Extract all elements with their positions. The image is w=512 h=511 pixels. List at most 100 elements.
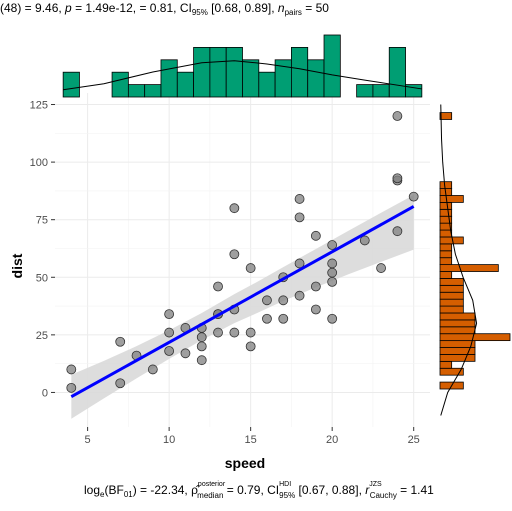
y-tick-label: 25 [36,330,48,342]
right-hist-bar [439,312,476,321]
scatter-point [392,173,403,184]
caption-part: [0.67, 0.88], [295,483,365,497]
top-hist-bar [291,47,309,98]
scatter-point [262,295,272,306]
caption-part: e [100,490,105,499]
scatter-point [408,191,419,202]
scatter-point [327,240,338,250]
y-axis-label: dist [9,253,25,278]
scatter-point [310,281,321,292]
scatter-panel [55,93,430,427]
top-hist-bar [160,59,178,98]
top-hist-bar [258,71,276,98]
top-hist-bar [356,84,374,98]
y-tick-label: 75 [36,215,48,227]
scatter-point [196,355,207,366]
x-tick-label: 20 [326,434,338,446]
subtitle-part: pairs [285,8,302,17]
right-hist-bar [439,291,464,300]
subtitle-part: n [278,1,285,15]
y-tick-label: 0 [42,387,48,399]
right-hist-bar [439,264,499,272]
right-hist-bar [439,208,453,217]
scatter-point [327,313,338,324]
caption-part: JZS [369,481,382,488]
x-tick-label: 15 [245,434,257,446]
scatter-point [310,230,321,241]
y-axis-ticks: 0 25 50 75 100 125 [30,100,55,399]
x-tick-label: 5 [85,434,91,446]
caption-part: HDI [279,481,291,488]
top-hist-bar [209,47,227,98]
right-hist-bar [439,195,464,203]
scatter-points [66,111,419,393]
top-hist-bar [388,47,406,98]
x-tick-label: 25 [408,434,420,446]
scatter-point [164,327,175,338]
top-hist-bar [242,59,260,98]
scatter-point [359,235,370,246]
scatter-point [213,327,223,338]
right-hist-bar [439,181,453,189]
right-hist-bar [439,305,464,314]
right-hist-bar [439,319,476,328]
top-hist-bar [323,34,341,98]
y-tick-label: 50 [36,272,48,284]
subtitle-part: = 1.49e-12, = 0.81, CI [72,1,192,15]
scatter-point [66,364,77,375]
caption-part: (BF [104,483,123,497]
top-density-curve [63,60,422,91]
y-tick-label: 100 [30,157,48,169]
scatter-point [196,341,207,352]
right-hist-bar [439,202,453,210]
right-hist-bar [439,112,453,120]
subtitle-part: 95% [192,8,208,17]
top-hist-bar [176,71,194,98]
scatter-point [262,313,272,324]
scatter-point [294,194,305,204]
scatter-point [147,364,158,375]
subtitle-part: = 50 [302,1,329,15]
scatter-point [327,267,338,278]
right-hist-bar [439,360,453,369]
scatter-point [213,281,223,292]
scatter-point [310,304,321,315]
caption-part: 01 [124,490,133,499]
scatter-point [278,295,289,306]
scatter-point [229,327,240,338]
caption-part: log [84,483,100,497]
scatter-point [245,341,256,352]
right-hist-bar [439,298,464,307]
right-hist-bar [439,271,453,279]
top-hist-bar [62,71,80,98]
caption-part: median [197,491,223,500]
right-hist-bar [439,333,511,342]
top-hist-bar [127,84,146,98]
top-hist-bar [144,84,162,98]
panel-grid [55,93,430,427]
caption-part: = 1.41 [397,483,434,497]
right-hist-bar [439,250,453,259]
scatter-point [164,309,175,320]
top-hist-bar [225,47,243,98]
caption-part: = 0.79, CI [223,483,279,497]
caption-part: 95% [279,491,295,500]
scatter-point [180,348,191,359]
right-hist-bar [439,340,476,348]
right-marginal-histogram [439,112,511,390]
right-density-curve [440,104,478,416]
scatter-point [115,336,126,347]
scatter-point [294,212,305,223]
top-hist-bar [111,71,129,98]
scatter-point [115,378,126,389]
top-hist-bar [405,84,423,98]
caption-part: r [365,483,370,497]
top-marginal-histogram [62,34,423,98]
confidence-band [71,195,414,419]
scatter-point [278,313,289,324]
caption-part: ρ̂ [191,483,200,497]
scatter-point [229,203,240,214]
right-hist-bar [439,354,476,362]
caption-part: ) = -22.34, [133,483,191,497]
subtitle-part: p [64,1,72,15]
